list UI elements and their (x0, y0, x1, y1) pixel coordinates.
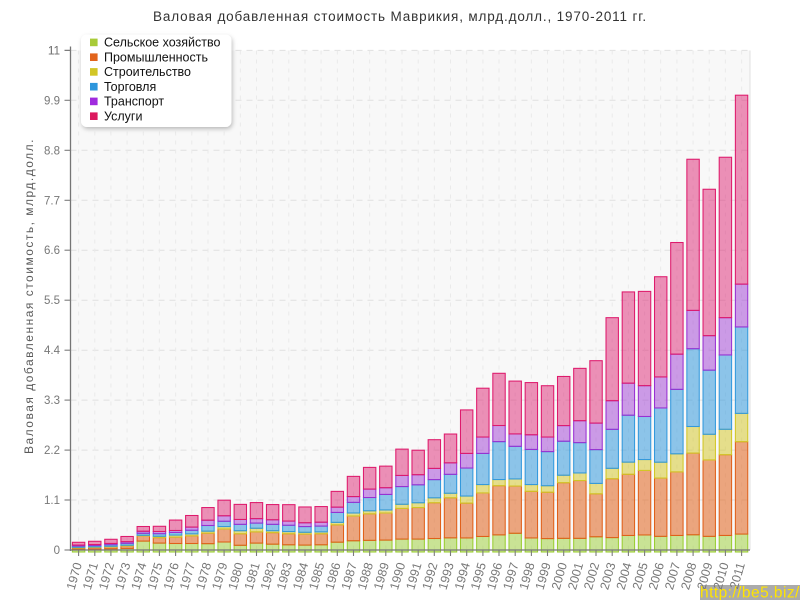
svg-text:http://be5.biz/: http://be5.biz/ (700, 585, 800, 600)
svg-text:4.4: 4.4 (44, 345, 61, 357)
svg-text:Транспорт: Транспорт (104, 95, 164, 109)
svg-text:5.5: 5.5 (44, 295, 60, 307)
svg-text:Промышленность: Промышленность (104, 50, 208, 64)
svg-text:2.2: 2.2 (44, 445, 60, 457)
svg-text:7.7: 7.7 (44, 195, 60, 207)
svg-text:9.9: 9.9 (44, 95, 60, 107)
svg-text:Строительство: Строительство (104, 65, 191, 79)
svg-text:1.1: 1.1 (44, 495, 60, 507)
svg-text:6.6: 6.6 (44, 245, 60, 257)
svg-text:3.3: 3.3 (44, 395, 60, 407)
svg-text:Валовая добавленная стоимость,: Валовая добавленная стоимость, млрд.долл… (22, 138, 36, 454)
svg-text:8.8: 8.8 (44, 145, 60, 157)
svg-text:11: 11 (48, 45, 60, 57)
svg-text:11: 11 (48, 45, 60, 57)
svg-text:Услуги: Услуги (104, 109, 142, 123)
svg-text:0: 0 (54, 545, 60, 557)
svg-text:Сельское хозяйство: Сельское хозяйство (104, 36, 220, 50)
svg-text:Торговля: Торговля (104, 80, 156, 94)
svg-text:Валовая добавленная стоимость: Валовая добавленная стоимость Маврикия, … (153, 9, 647, 24)
